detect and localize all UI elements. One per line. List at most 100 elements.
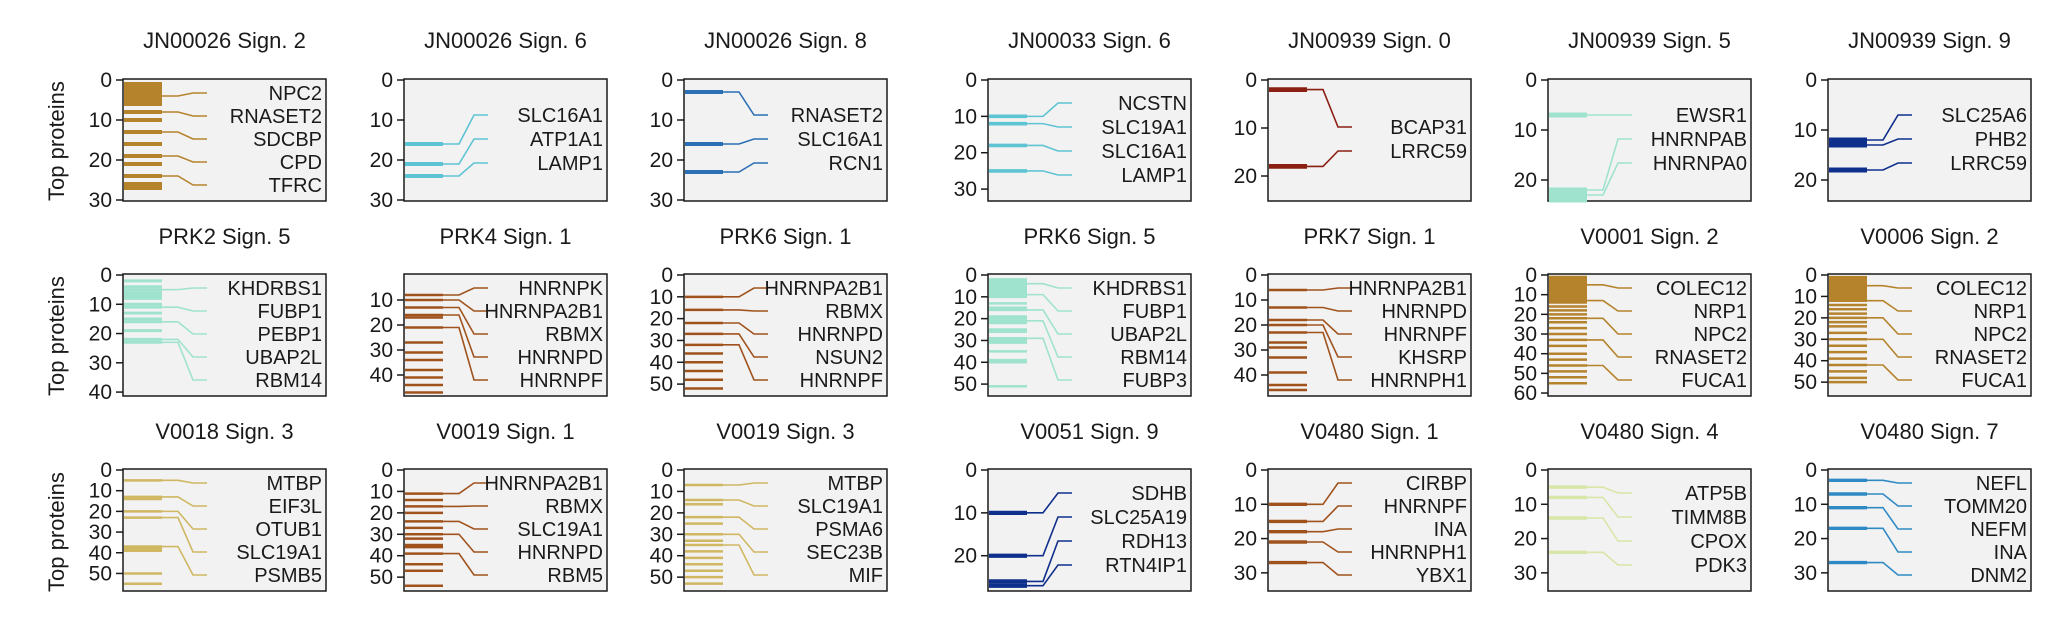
protein-label: NPC2 — [1694, 324, 1747, 346]
protein-label: HNRNPD — [517, 542, 603, 564]
protein-label: CPD — [280, 152, 322, 174]
label-connector — [1867, 479, 1912, 484]
label-connector — [162, 321, 207, 335]
panel-title: PRK7 Sign. 1 — [1303, 224, 1436, 249]
label-connector — [162, 175, 207, 186]
label-connector — [443, 552, 488, 576]
label-connector — [162, 496, 207, 507]
y-tick-label: 20 — [370, 149, 393, 172]
panel-title: V0019 Sign. 1 — [436, 419, 575, 444]
protein-label: NEFL — [1976, 473, 2027, 495]
label-connector — [443, 162, 488, 177]
label-connector — [1587, 162, 1632, 196]
protein-label: RTN4IP1 — [1105, 555, 1187, 577]
y-tick-label: 20 — [89, 500, 112, 523]
protein-label: NSUN2 — [815, 347, 883, 369]
y-tick-label: 10 — [89, 480, 112, 503]
y-tick-label: 40 — [1514, 343, 1537, 366]
protein-label: PDK3 — [1695, 555, 1747, 577]
protein-label: NEFM — [1970, 519, 2027, 541]
y-tick-label: 20 — [370, 502, 393, 525]
label-connector — [443, 533, 488, 553]
protein-label: TFRC — [269, 175, 322, 197]
y-tick-label: 50 — [89, 562, 112, 585]
panel-title: V0006 Sign. 2 — [1860, 224, 1999, 249]
y-tick-label: 30 — [954, 329, 977, 352]
label-connector — [1867, 338, 1912, 358]
label-connector — [1027, 516, 1072, 557]
y-tick-label: 10 — [370, 480, 393, 503]
y-tick-label: 10 — [1794, 119, 1817, 142]
y-tick-label: 10 — [1514, 284, 1537, 307]
label-connector — [1307, 88, 1352, 128]
plot-area — [1267, 273, 1472, 397]
y-tick-label: 30 — [89, 189, 112, 212]
protein-label: FUCA1 — [1961, 370, 2027, 392]
protein-label: SLC16A1 — [517, 105, 603, 127]
protein-label: HNRNPD — [797, 324, 883, 346]
protein-label: SLC19A1 — [797, 496, 883, 518]
label-connector — [443, 114, 488, 145]
label-connector — [1587, 299, 1632, 312]
y-tick-label: 0 — [1805, 459, 1817, 482]
label-connector — [1867, 561, 1912, 576]
y-tick-label: 10 — [1234, 117, 1257, 140]
y-tick-label: 20 — [954, 545, 977, 568]
protein-label: RBM14 — [1120, 347, 1187, 369]
y-tick-label: 0 — [661, 69, 673, 92]
plot-area — [1547, 78, 1752, 202]
protein-label: NCSTN — [1118, 93, 1187, 115]
protein-label: RCN1 — [829, 153, 883, 175]
label-connector — [162, 545, 207, 576]
label-connector — [1867, 284, 1912, 289]
protein-label: SLC19A1 — [1101, 117, 1187, 139]
y-tick-label: 40 — [370, 364, 393, 387]
protein-label: HNRNPA0 — [1653, 153, 1747, 175]
y-tick-label: 10 — [1234, 493, 1257, 516]
protein-label: MTBP — [266, 473, 322, 495]
plot-area — [987, 78, 1192, 202]
protein-label: HNRNPAB — [1651, 129, 1747, 151]
y-tick-label: 20 — [370, 314, 393, 337]
protein-label: FUCA1 — [1681, 370, 1747, 392]
panel-title: V0018 Sign. 3 — [155, 419, 294, 444]
protein-label: RBM14 — [255, 370, 322, 392]
panel-title: JN00939 Sign. 9 — [1848, 28, 2011, 53]
label-connector — [162, 111, 207, 117]
panel-title: JN00939 Sign. 0 — [1288, 28, 1451, 53]
label-connector — [1307, 287, 1352, 291]
protein-label: HNRNPF — [520, 370, 603, 392]
y-tick-label: 30 — [1794, 328, 1817, 351]
protein-label: HNRNPH1 — [1370, 370, 1467, 392]
plot-area — [403, 78, 608, 202]
protein-label: CPOX — [1690, 531, 1747, 553]
label-connector — [443, 520, 488, 530]
protein-label: TOMM20 — [1944, 496, 2027, 518]
y-tick-label: 30 — [1234, 339, 1257, 362]
label-connector — [1307, 150, 1352, 168]
protein-label: UBAP2L — [245, 347, 322, 369]
plot-area — [987, 468, 1192, 592]
label-connector — [1867, 364, 1912, 381]
y-tick-label: 30 — [650, 523, 673, 546]
y-tick-label: 10 — [650, 286, 673, 309]
panel-title: JN00026 Sign. 6 — [424, 28, 587, 53]
label-connector — [1027, 337, 1072, 381]
protein-label: HNRNPA2B1 — [764, 278, 883, 300]
label-connector — [443, 326, 488, 381]
y-tick-label: 30 — [1514, 562, 1537, 585]
panel-title: JN00939 Sign. 5 — [1568, 28, 1731, 53]
protein-label: NRP1 — [1694, 301, 1747, 323]
label-connector — [443, 482, 488, 495]
y-tick-label: 20 — [650, 149, 673, 172]
y-tick-label: 0 — [100, 264, 112, 287]
